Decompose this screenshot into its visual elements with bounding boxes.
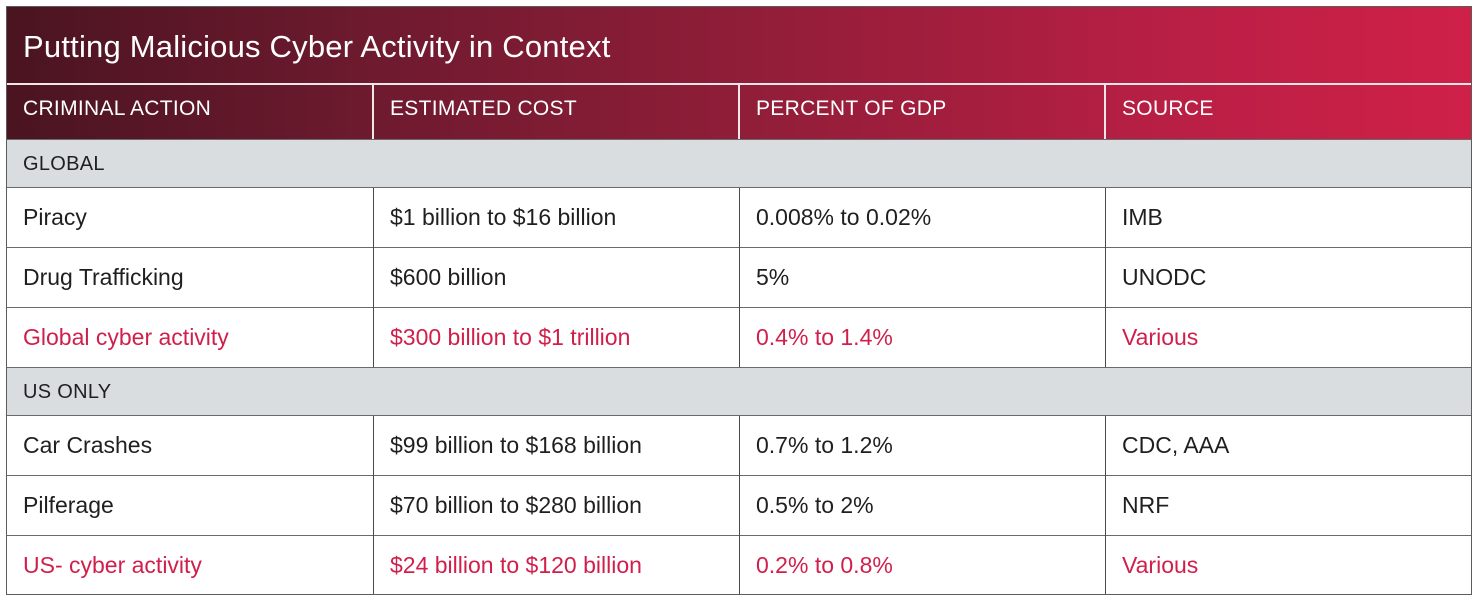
cell-percent-of-gdp: 0.7% to 1.2% [756, 432, 893, 458]
table-row-highlighted: Global cyber activity $300 billion to $1… [7, 308, 1471, 367]
cell-criminal-action: Piracy [23, 204, 87, 230]
column-divider [373, 188, 374, 367]
cell-criminal-action: Pilferage [23, 492, 114, 518]
cell-criminal-action: Drug Trafficking [23, 264, 184, 290]
column-divider [373, 416, 374, 594]
cell-percent-of-gdp: 0.008% to 0.02% [756, 204, 932, 230]
cell-source: NRF [1122, 492, 1170, 518]
cell-percent-of-gdp: 0.5% to 2% [756, 492, 874, 518]
cyber-context-table: Putting Malicious Cyber Activity in Cont… [6, 6, 1472, 595]
section-row-us-only: US ONLY [7, 367, 1471, 416]
column-divider [1105, 416, 1106, 594]
cell-estimated-cost: $99 billion to $168 billion [390, 432, 642, 458]
cell-criminal-action: Global cyber activity [23, 324, 229, 350]
cell-estimated-cost: $70 billion to $280 billion [390, 492, 642, 518]
cell-source: CDC, AAA [1122, 432, 1230, 458]
cell-percent-of-gdp: 0.4% to 1.4% [756, 324, 893, 350]
column-header-percent-of-gdp: PERCENT OF GDP [756, 97, 947, 120]
section-label-global: GLOBAL [23, 153, 105, 175]
column-divider [1105, 188, 1106, 367]
cell-source: Various [1122, 324, 1199, 350]
column-divider [739, 416, 740, 594]
cell-criminal-action: US- cyber activity [23, 552, 202, 578]
table-title: Putting Malicious Cyber Activity in Cont… [23, 29, 611, 64]
header-column-divider [1104, 85, 1106, 139]
header-column-divider [738, 85, 740, 139]
cell-estimated-cost: $300 billion to $1 trillion [390, 324, 631, 350]
cell-source: UNODC [1122, 264, 1207, 290]
table-header: Putting Malicious Cyber Activity in Cont… [7, 7, 1471, 139]
table-row-highlighted: US- cyber activity $24 billion to $120 b… [7, 536, 1471, 594]
column-header-estimated-cost: ESTIMATED COST [390, 97, 577, 120]
cell-percent-of-gdp: 5% [756, 264, 790, 290]
cell-source: Various [1122, 552, 1199, 578]
section-row-global: GLOBAL [7, 139, 1471, 188]
cell-estimated-cost: $1 billion to $16 billion [390, 204, 617, 230]
column-header-source: SOURCE [1122, 97, 1214, 120]
cell-percent-of-gdp: 0.2% to 0.8% [756, 552, 893, 578]
column-header-criminal-action: CRIMINAL ACTION [23, 97, 212, 120]
cell-estimated-cost: $600 billion [390, 264, 507, 290]
title-divider [7, 83, 1471, 85]
cell-source: IMB [1122, 204, 1163, 230]
cell-criminal-action: Car Crashes [23, 432, 153, 458]
section-label-us-only: US ONLY [23, 381, 112, 403]
cell-estimated-cost: $24 billion to $120 billion [390, 552, 642, 578]
header-column-divider [372, 85, 374, 139]
column-divider [739, 188, 740, 367]
